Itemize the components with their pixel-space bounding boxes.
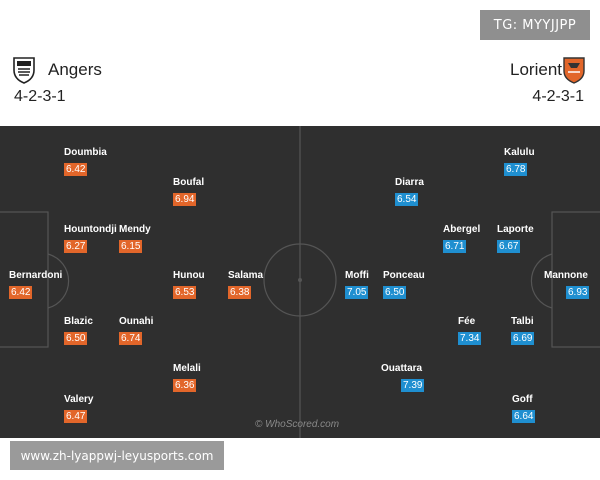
player-hountondji[interactable]: Hountondji 6.27 xyxy=(64,223,117,257)
player-name: Doumbia xyxy=(64,147,107,158)
player-diarra[interactable]: Diarra 6.54 xyxy=(395,176,424,210)
player-mendy[interactable]: Mendy 6.15 xyxy=(119,223,151,257)
player-name: Fée xyxy=(458,316,476,327)
player-name: Blazic xyxy=(64,316,93,327)
player-name: Mendy xyxy=(119,224,151,235)
player-rating: 6.27 xyxy=(64,240,88,253)
player-rating: 6.42 xyxy=(9,286,33,299)
player-rating: 6.94 xyxy=(173,193,197,206)
player-mannone[interactable]: Mannone 6.93 xyxy=(544,269,590,303)
player-name: Boufal xyxy=(173,177,205,188)
player-name: Mannone xyxy=(544,270,588,281)
player-rating: 6.64 xyxy=(512,410,536,423)
player-rating: 6.47 xyxy=(64,410,88,423)
away-team-name: Lorient xyxy=(510,60,562,79)
player-name: Abergel xyxy=(443,224,481,235)
player-name: Melali xyxy=(173,363,201,374)
player-doumbia[interactable]: Doumbia 6.42 xyxy=(64,146,107,180)
footer-url: www.zh-lyappwj-leyusports.com xyxy=(10,441,224,470)
player-ouattara[interactable]: Ouattara 7.39 xyxy=(381,362,425,396)
player-rating: 6.69 xyxy=(511,332,535,345)
player-melali[interactable]: Melali 6.36 xyxy=(173,362,201,396)
player-rating: 6.71 xyxy=(443,240,467,253)
player-salama[interactable]: Salama 6.38 xyxy=(228,269,263,303)
player-name: Diarra xyxy=(395,177,424,188)
lorient-crest-icon xyxy=(563,57,585,84)
player-hunou[interactable]: Hunou 6.53 xyxy=(173,269,205,303)
player-laporte[interactable]: Laporte 6.67 xyxy=(497,223,534,257)
player-talbi[interactable]: Talbi 6.69 xyxy=(511,315,535,349)
home-formation: 4-2-3-1 xyxy=(14,88,66,105)
away-formation: 4-2-3-1 xyxy=(532,88,584,105)
player-name: Moffi xyxy=(345,270,369,281)
pitch-lines xyxy=(0,126,600,438)
player-rating: 6.54 xyxy=(395,193,419,206)
player-rating: 6.50 xyxy=(64,332,88,345)
player-name: Ounahi xyxy=(119,316,154,327)
player-rating: 6.78 xyxy=(504,163,528,176)
whoscored-watermark: © WhoScored.com xyxy=(255,419,340,430)
player-name: Ouattara xyxy=(381,363,423,374)
player-name: Talbi xyxy=(511,316,534,327)
player-rating: 6.15 xyxy=(119,240,143,253)
player-rating: 6.38 xyxy=(228,286,252,299)
player-rating: 6.74 xyxy=(119,332,143,345)
player-kalulu[interactable]: Kalulu 6.78 xyxy=(504,146,535,180)
player-name: Valery xyxy=(64,394,94,405)
player-name: Salama xyxy=(228,270,264,281)
player-moffi[interactable]: Moffi 7.05 xyxy=(345,269,369,303)
angers-crest-icon xyxy=(13,57,35,84)
player-rating: 7.34 xyxy=(458,332,482,345)
player-rating: 7.39 xyxy=(401,379,425,392)
player-blazic[interactable]: Blazic 6.50 xyxy=(64,315,93,349)
player-name: Laporte xyxy=(497,224,534,235)
match-header: Angers 4-2-3-1 Lorient 4-2-3-1 xyxy=(0,48,600,126)
player-rating: 6.42 xyxy=(64,163,88,176)
player-rating: 6.93 xyxy=(566,286,590,299)
player-name: Hountondji xyxy=(64,224,117,235)
home-team-name: Angers xyxy=(48,60,102,79)
pitch: Doumbia 6.42 Boufal 6.94 Hountondji 6.27… xyxy=(0,126,600,438)
tg-badge: TG: MYYJJPP xyxy=(480,10,590,40)
player-rating: 6.50 xyxy=(383,286,407,299)
player-name: Ponceau xyxy=(383,270,425,281)
player-name: Kalulu xyxy=(504,147,535,158)
player-rating: 6.67 xyxy=(497,240,521,253)
player-goff[interactable]: Goff 6.64 xyxy=(512,393,536,427)
player-ponceau[interactable]: Ponceau 6.50 xyxy=(383,269,425,303)
player-rating: 6.53 xyxy=(173,286,197,299)
player-rating: 7.05 xyxy=(345,286,369,299)
player-valery[interactable]: Valery 6.47 xyxy=(64,393,93,427)
player-rating: 6.36 xyxy=(173,379,197,392)
player-bernardoni[interactable]: Bernardoni 6.42 xyxy=(9,269,62,303)
player-boufal[interactable]: Boufal 6.94 xyxy=(173,176,204,210)
player-ounahi[interactable]: Ounahi 6.74 xyxy=(119,315,153,349)
player-abergel[interactable]: Abergel 6.71 xyxy=(443,223,480,257)
player-name: Hunou xyxy=(173,270,205,281)
player-name: Goff xyxy=(512,394,533,405)
player-name: Bernardoni xyxy=(9,270,63,281)
player-fee[interactable]: Fée 7.34 xyxy=(458,315,482,349)
